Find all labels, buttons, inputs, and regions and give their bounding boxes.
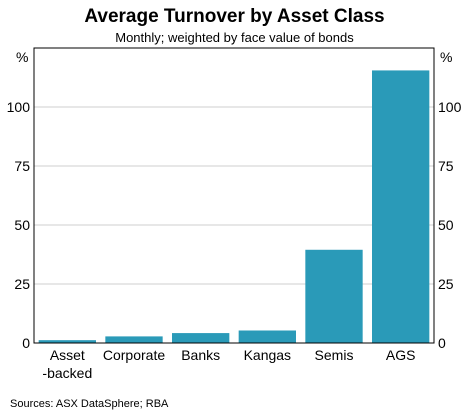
y-tick-right: 100: [438, 99, 462, 115]
tick-labels: 0 0 25 25 50 50 75 75 100 100: [7, 99, 462, 351]
y-unit-right: %: [440, 49, 452, 65]
bar: [38, 340, 96, 343]
chart-title: Average Turnover by Asset Class: [84, 6, 384, 27]
chart-subtitle: Monthly; weighted by face value of bonds: [115, 30, 354, 45]
bar: [105, 336, 163, 343]
y-tick-left: 25: [14, 276, 30, 292]
bars: [38, 70, 430, 344]
bar: [372, 70, 430, 344]
y-tick-left: 0: [22, 335, 30, 351]
y-unit-left: %: [16, 49, 28, 65]
category-label: Semis: [315, 347, 354, 363]
category-label: Asset: [50, 347, 85, 363]
gridlines: [34, 106, 434, 285]
y-tick-left: 50: [14, 217, 30, 233]
category-labels: Asset -backed Corporate Banks Kangas Semis AGS: [42, 347, 415, 381]
category-label: AGS: [386, 347, 416, 363]
bar: [238, 330, 296, 343]
bar: [305, 249, 363, 343]
category-label: Corporate: [103, 347, 165, 363]
bar: [172, 333, 230, 343]
y-tick-right: 50: [438, 217, 454, 233]
category-label: Banks: [181, 347, 220, 363]
y-tick-left: 100: [7, 99, 31, 115]
category-label: Kangas: [244, 347, 291, 363]
y-tick-right: 25: [438, 276, 454, 292]
y-tick-right: 75: [438, 158, 454, 174]
plot-frame: [33, 47, 435, 344]
y-tick-left: 75: [14, 158, 30, 174]
category-label: -backed: [42, 365, 92, 381]
chart-source: Sources: ASX DataSphere; RBA: [10, 398, 169, 410]
y-tick-right: 0: [438, 335, 446, 351]
